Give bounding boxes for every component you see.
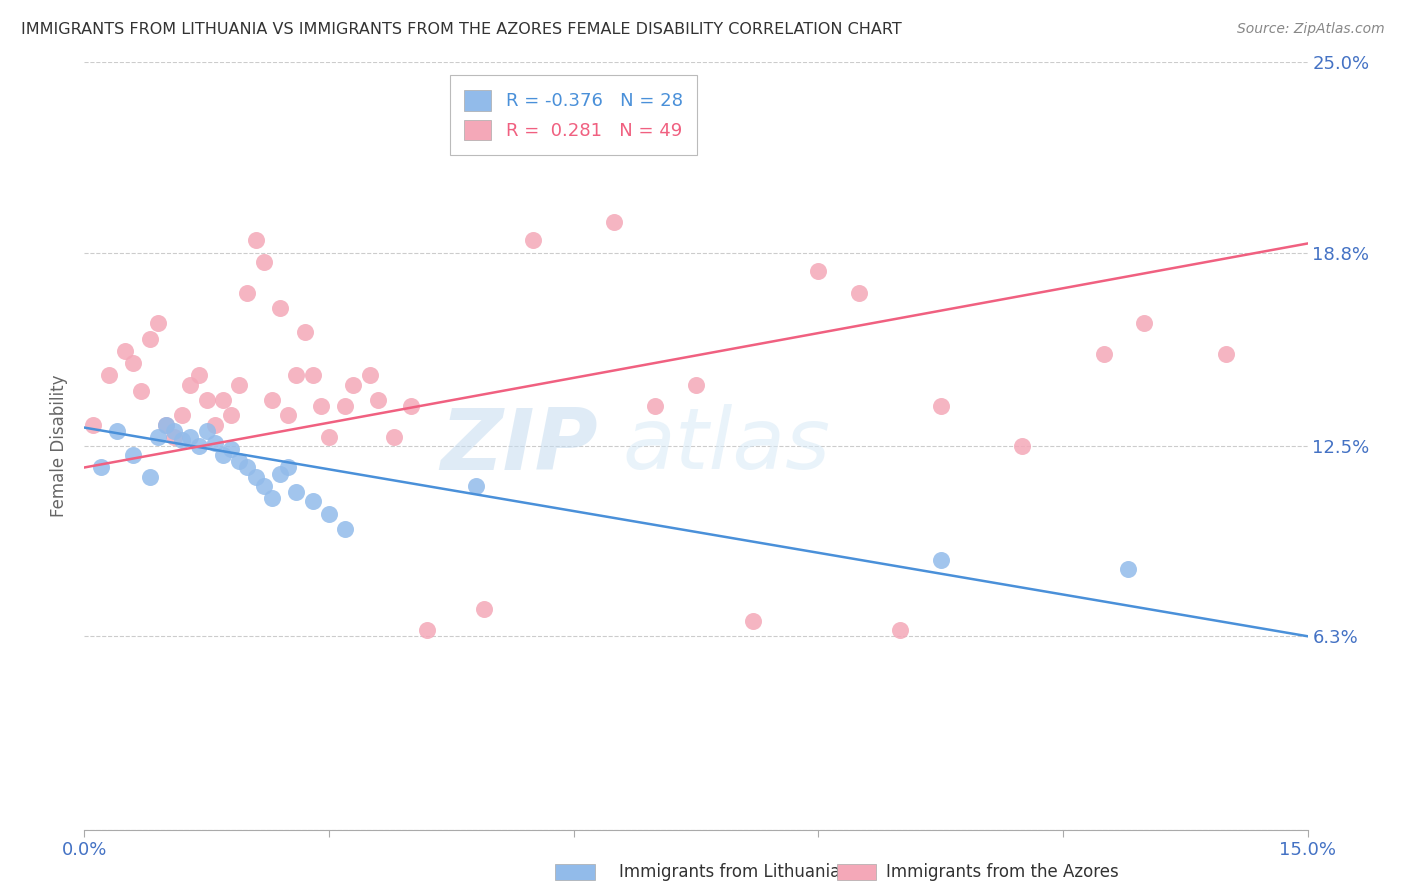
Point — [219, 442, 242, 456]
Point — [195, 392, 218, 407]
Point — [204, 417, 226, 432]
Text: ZIP: ZIP — [440, 404, 598, 488]
Point — [114, 343, 136, 358]
Text: IMMIGRANTS FROM LITHUANIA VS IMMIGRANTS FROM THE AZORES FEMALE DISABILITY CORREL: IMMIGRANTS FROM LITHUANIA VS IMMIGRANTS … — [21, 22, 901, 37]
Point — [260, 392, 283, 407]
Point — [155, 417, 177, 432]
Point — [260, 491, 283, 505]
Point — [301, 494, 323, 508]
Point — [195, 424, 218, 438]
Point — [146, 430, 169, 444]
Point — [1133, 316, 1156, 330]
Point — [245, 234, 267, 248]
Point — [309, 399, 332, 413]
Point — [187, 439, 209, 453]
Point — [367, 392, 389, 407]
Point — [1011, 439, 1033, 453]
Point — [285, 368, 308, 383]
Point — [342, 377, 364, 392]
Point — [294, 326, 316, 340]
Point — [122, 448, 145, 462]
Point — [1092, 347, 1115, 361]
Point — [179, 377, 201, 392]
Point — [318, 507, 340, 521]
Point — [236, 285, 259, 300]
Point — [131, 384, 153, 398]
Point — [172, 433, 194, 447]
Point — [146, 316, 169, 330]
Point — [138, 332, 160, 346]
Point — [472, 601, 495, 615]
Point — [90, 460, 112, 475]
Point — [277, 409, 299, 423]
Point — [122, 356, 145, 370]
Point — [228, 454, 250, 468]
Text: atlas: atlas — [623, 404, 831, 488]
Point — [929, 552, 952, 566]
Point — [1215, 347, 1237, 361]
Text: Immigrants from Lithuania: Immigrants from Lithuania — [619, 863, 839, 881]
Point — [285, 485, 308, 500]
Point — [742, 614, 765, 628]
Point — [335, 522, 357, 536]
Point — [138, 469, 160, 483]
Point — [172, 409, 194, 423]
Point — [335, 399, 357, 413]
Point — [163, 430, 186, 444]
Point — [416, 623, 439, 637]
Point — [807, 264, 830, 278]
Point — [245, 469, 267, 483]
Point — [219, 409, 242, 423]
Point — [359, 368, 381, 383]
Point — [204, 436, 226, 450]
Point — [253, 479, 276, 493]
Text: Source: ZipAtlas.com: Source: ZipAtlas.com — [1237, 22, 1385, 37]
Point — [269, 467, 291, 481]
Text: Immigrants from the Azores: Immigrants from the Azores — [886, 863, 1119, 881]
Legend: R = -0.376   N = 28, R =  0.281   N = 49: R = -0.376 N = 28, R = 0.281 N = 49 — [450, 75, 697, 155]
Point — [253, 255, 276, 269]
Point — [212, 392, 235, 407]
Point — [179, 430, 201, 444]
Point — [228, 377, 250, 392]
Point — [1116, 562, 1139, 576]
Point — [236, 460, 259, 475]
Point — [399, 399, 422, 413]
Point — [155, 417, 177, 432]
Point — [187, 368, 209, 383]
Point — [929, 399, 952, 413]
Point — [277, 460, 299, 475]
Point — [318, 430, 340, 444]
Point — [82, 417, 104, 432]
Point — [269, 301, 291, 315]
Point — [464, 479, 486, 493]
Point — [848, 285, 870, 300]
Point — [603, 215, 626, 229]
Point — [97, 368, 120, 383]
Point — [644, 399, 666, 413]
Point — [522, 234, 544, 248]
Point — [163, 424, 186, 438]
Point — [382, 430, 405, 444]
Point — [685, 377, 707, 392]
Point — [212, 448, 235, 462]
Y-axis label: Female Disability: Female Disability — [51, 375, 69, 517]
Point — [301, 368, 323, 383]
Point — [889, 623, 911, 637]
Point — [105, 424, 128, 438]
